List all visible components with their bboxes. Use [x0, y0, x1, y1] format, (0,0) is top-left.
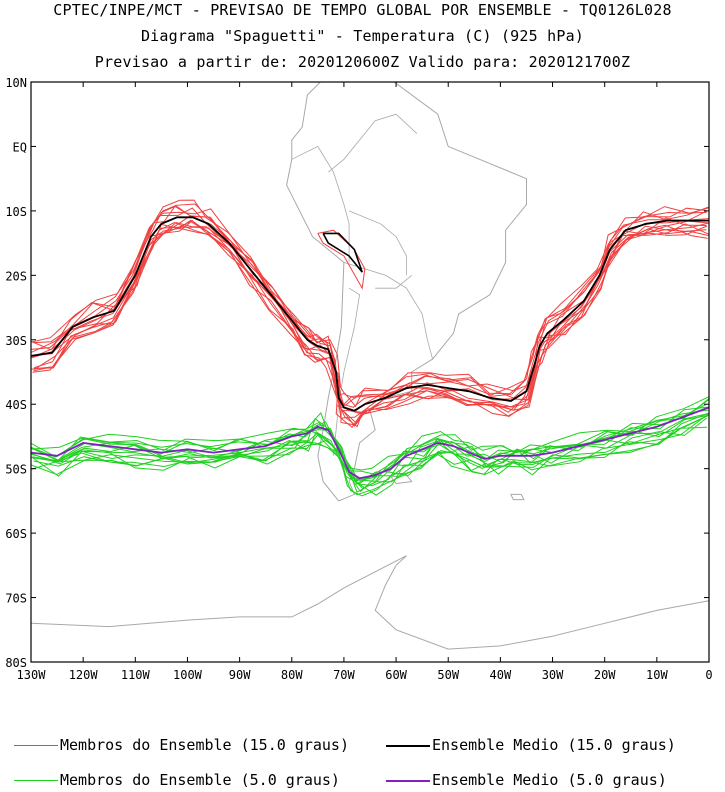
- member-line-15-2: [31, 207, 707, 412]
- border-line-5: [375, 274, 412, 289]
- legend-members-15: Membros do Ensemble (15.0 graus): [14, 736, 349, 754]
- x-tick-label: 110W: [121, 668, 151, 682]
- x-tick-label: 100W: [173, 668, 203, 682]
- x-tick-label: 120W: [69, 668, 99, 682]
- x-tick-label: 10W: [646, 668, 668, 682]
- y-tick-label: 20S: [5, 269, 27, 283]
- member-line-15-1: [31, 205, 709, 407]
- mean-line-5: [31, 406, 709, 480]
- y-tick-label: 10N: [5, 76, 27, 90]
- legend-label-mean-5: Ensemble Medio (5.0 graus): [432, 771, 667, 789]
- member-line-5-9: [31, 409, 709, 482]
- contour-layer: [31, 199, 709, 497]
- border-line-0: [343, 262, 433, 360]
- legend-swatch-members-5: [14, 780, 58, 781]
- legend-label-members-5: Membros do Ensemble (5.0 graus): [60, 771, 340, 789]
- member-line-5-11: [31, 396, 709, 471]
- border-line-1: [348, 210, 407, 276]
- legend-label-mean-15: Ensemble Medio (15.0 graus): [432, 736, 676, 754]
- legend-members-5: Membros do Ensemble (5.0 graus): [14, 771, 340, 789]
- member-line-15-11: [33, 220, 708, 424]
- x-tick-label: 20W: [594, 668, 616, 682]
- chart-title-line2: Diagrama "Spaguetti" - Temperatura (C) (…: [140, 27, 585, 45]
- legend-label-members-15: Membros do Ensemble (15.0 graus): [60, 736, 349, 754]
- x-tick-label: 70W: [333, 668, 355, 682]
- plot-frame: [30, 81, 710, 663]
- legend-swatch-mean-5: [386, 779, 430, 782]
- border-line-4: [291, 145, 350, 263]
- axes: 130W 120W 110W 100W 90W 80W 70W 60W 50W 40W 30W 20W…: [5, 76, 712, 682]
- mean-line-15: [31, 216, 709, 412]
- y-tick-label: 80S: [5, 656, 27, 670]
- x-tick-label: 90W: [229, 668, 251, 682]
- y-tick-label: 40S: [5, 398, 27, 412]
- andes-mean-contour: [322, 232, 363, 273]
- y-tick-label: 30S: [5, 334, 27, 348]
- x-tick-label: 80W: [281, 668, 303, 682]
- y-tick-label: 60S: [5, 527, 27, 541]
- member-line-5-8: [31, 406, 708, 482]
- y-tick-label: 10S: [5, 205, 27, 219]
- coastline-south-georgia: [510, 493, 525, 501]
- border-line-2: [328, 113, 418, 173]
- y-tick-label: EQ: [13, 140, 27, 154]
- x-tick-label: 60W: [385, 668, 407, 682]
- member-line-5-10: [31, 415, 709, 490]
- coastline-antarctica: [31, 555, 709, 650]
- member-line-15-12: [33, 223, 709, 429]
- border-line-3: [333, 287, 361, 456]
- x-tick-label: 50W: [437, 668, 459, 682]
- y-tick-label: 50S: [5, 463, 27, 477]
- x-tick-label: 0: [705, 668, 712, 682]
- member-line-15-13: [33, 203, 709, 408]
- x-tick-label: 30W: [542, 668, 564, 682]
- member-line-5-13: [31, 414, 709, 487]
- legend-mean-5: Ensemble Medio (5.0 graus): [386, 771, 667, 789]
- member-line-15-0: [31, 207, 709, 408]
- x-tick-label: 40W: [490, 668, 512, 682]
- chart-title-line3: Previsao a partir de: 2020120600Z Valido…: [94, 53, 631, 71]
- legend-mean-15: Ensemble Medio (15.0 graus): [386, 736, 676, 754]
- legend-swatch-members-15: [14, 745, 58, 746]
- coastline-map: [31, 82, 709, 650]
- legend-swatch-mean-15: [386, 744, 430, 747]
- member-line-15-5: [31, 199, 707, 399]
- member-line-15-10: [31, 205, 707, 406]
- chart-title-line1: CPTEC/INPE/MCT - PREVISAO DE TEMPO GLOBA…: [53, 1, 672, 19]
- member-line-5-12: [33, 413, 709, 496]
- x-tick-label: 130W: [17, 668, 47, 682]
- y-tick-label: 70S: [5, 592, 27, 606]
